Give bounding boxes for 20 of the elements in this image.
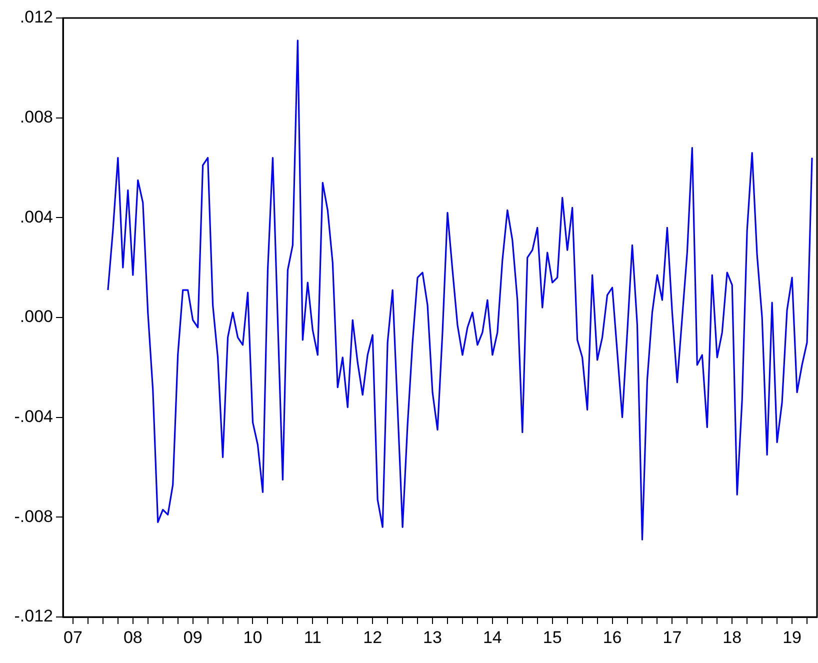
y-tick-label: .008 (20, 108, 53, 127)
y-tick-label: .012 (20, 8, 53, 27)
x-tick-label: 17 (662, 628, 682, 647)
x-tick-label: 14 (482, 628, 502, 647)
y-tick-label: .004 (20, 207, 53, 226)
y-tick-label: -.004 (14, 407, 53, 426)
x-tick-label: 19 (782, 628, 802, 647)
x-tick-label: 13 (423, 628, 442, 647)
x-tick-label: 12 (363, 628, 382, 647)
x-tick-label: 18 (722, 628, 742, 647)
x-tick-label: 16 (602, 628, 622, 647)
x-tick-label: 09 (183, 628, 202, 647)
x-tick-label: 15 (542, 628, 562, 647)
y-tick-label: -.008 (14, 506, 53, 526)
x-tick-label: 11 (304, 628, 322, 647)
x-tick-label: 07 (64, 628, 82, 647)
x-tick-label: 08 (123, 628, 142, 647)
x-tick-label: 10 (243, 628, 262, 647)
y-tick-label: .000 (20, 307, 53, 326)
y-tick-label: -.012 (14, 606, 53, 626)
